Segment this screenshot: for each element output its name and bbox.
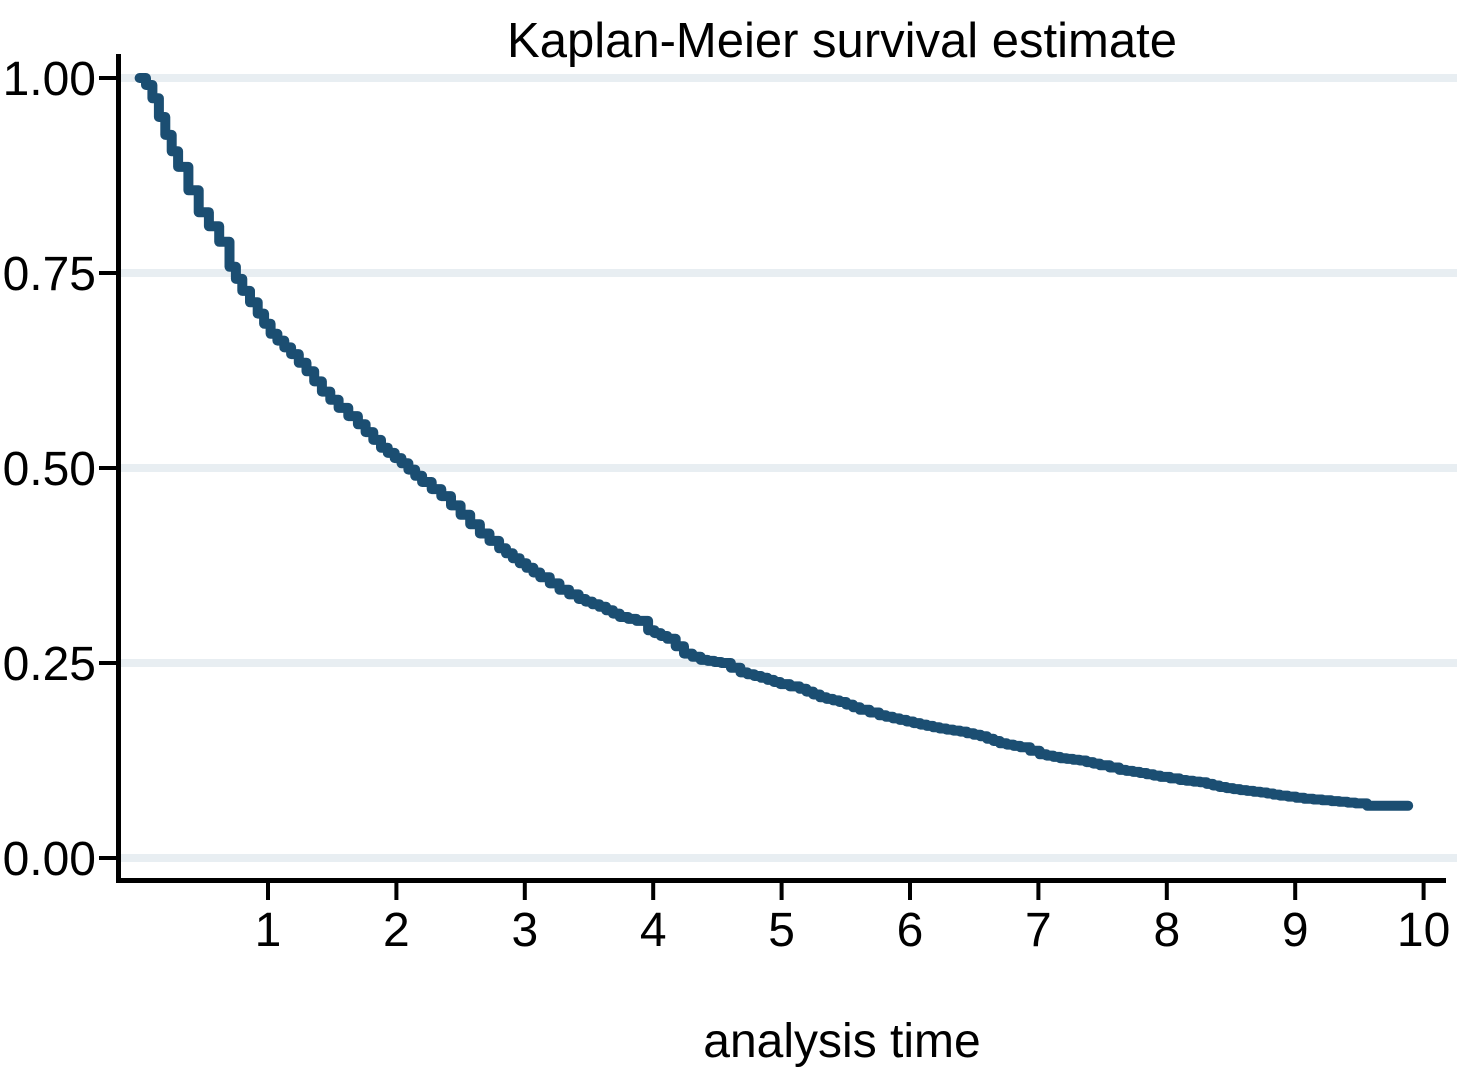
x-tick-1 (266, 883, 270, 900)
gridlines (118, 74, 1457, 862)
y-tick-label-1.00: 1.00 (3, 53, 96, 106)
x-tick-6 (908, 883, 912, 900)
y-tick-label-0.25: 0.25 (3, 638, 96, 691)
gridline-y-1.00 (118, 74, 1457, 82)
x-tick-label-9: 9 (1282, 904, 1309, 957)
x-tick-2 (394, 883, 399, 900)
y-tick-label-0.75: 0.75 (3, 248, 96, 301)
gridline-y-0.25 (118, 659, 1457, 667)
y-tick-0.50 (99, 466, 116, 470)
x-tick-label-6: 6 (897, 904, 924, 957)
x-tick-label-4: 4 (640, 904, 667, 957)
y-tick-0.75 (99, 271, 116, 275)
gridline-y-0.50 (118, 464, 1457, 472)
x-tick-label-5: 5 (768, 904, 795, 957)
y-tick-labels: 0.00 0.25 0.50 0.75 1.00 (3, 53, 96, 886)
x-tick-3 (522, 883, 527, 900)
x-tick-label-10: 10 (1397, 904, 1450, 957)
y-tick-1.00 (99, 76, 116, 80)
gridline-y-0.00 (118, 854, 1457, 862)
survival-curve (134, 73, 1414, 811)
x-tick-7 (1036, 883, 1041, 900)
x-tick-label-8: 8 (1153, 904, 1180, 957)
x-tick-9 (1293, 883, 1298, 900)
x-tick-label-1: 1 (255, 904, 282, 957)
x-ticks (266, 883, 1426, 900)
y-tick-0.25 (99, 661, 116, 665)
x-tick-label-3: 3 (511, 904, 538, 957)
chart-title: Kaplan-Meier survival estimate (507, 14, 1177, 68)
x-tick-label-2: 2 (383, 904, 410, 957)
x-tick-5 (779, 883, 784, 900)
x-tick-10 (1421, 883, 1426, 900)
y-ticks (99, 76, 116, 860)
x-tick-4 (651, 883, 656, 900)
x-tick-label-7: 7 (1025, 904, 1052, 957)
x-tick-labels: 1 2 3 4 5 6 7 8 9 10 (255, 904, 1451, 957)
y-tick-label-0.00: 0.00 (3, 833, 96, 886)
y-tick-label-0.50: 0.50 (3, 443, 96, 496)
y-tick-0.00 (99, 856, 116, 860)
x-tick-8 (1164, 883, 1169, 900)
y-axis-line (116, 54, 121, 883)
x-axis-title: analysis time (703, 1015, 980, 1068)
gridline-y-0.75 (118, 269, 1457, 277)
x-axis-line (116, 878, 1446, 883)
